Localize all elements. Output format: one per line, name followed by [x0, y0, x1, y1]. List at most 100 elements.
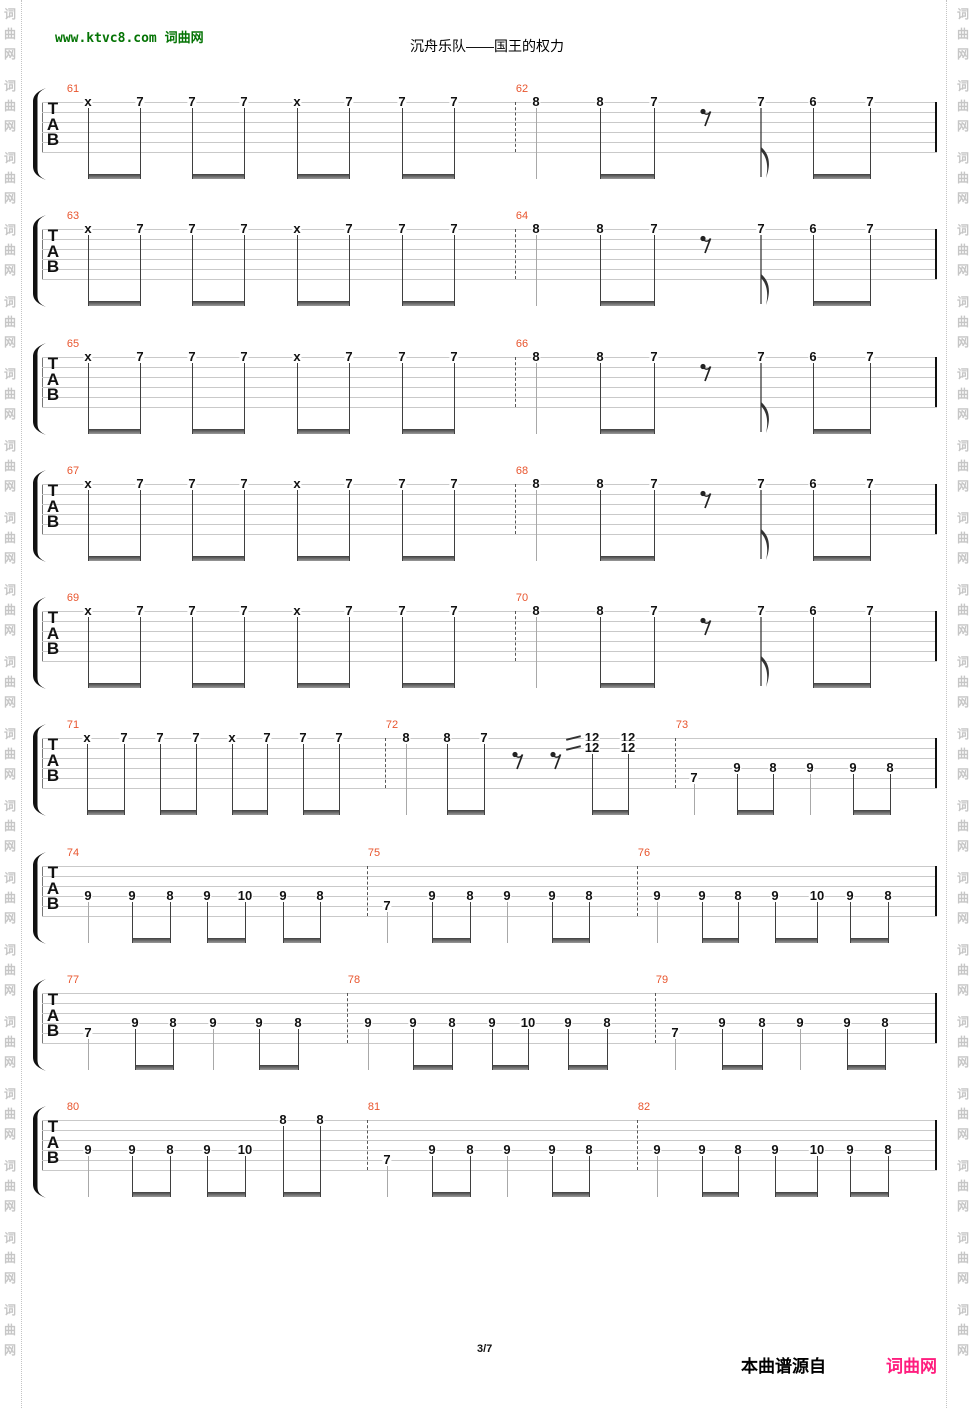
fret-number: 8 — [447, 1015, 457, 1030]
note-stem — [736, 773, 738, 815]
fret-number: 7 — [239, 94, 249, 109]
fret-number: 9 — [770, 1142, 780, 1157]
staff-start-line — [42, 611, 43, 661]
fret-number: 7 — [449, 349, 459, 364]
note-stem — [348, 234, 350, 306]
watermark-group: 词曲网 — [955, 292, 971, 352]
watermark-char: 词 — [956, 1303, 969, 1317]
watermark-char: 网 — [3, 191, 16, 205]
note-stem — [169, 1155, 171, 1197]
note-stem — [535, 107, 537, 179]
watermark-char: 词 — [3, 1303, 16, 1317]
fret-number: 7 — [239, 221, 249, 236]
staff-line — [42, 1033, 937, 1034]
fret-number: 7 — [382, 898, 392, 913]
watermark-char: 曲 — [956, 1035, 969, 1049]
end-barline — [935, 993, 937, 1043]
fret-number: 9 — [502, 1142, 512, 1157]
note-stem — [606, 1028, 608, 1070]
site-url-link[interactable]: www.ktvc8.com 词曲网 — [55, 31, 204, 46]
dead-note: x — [292, 221, 302, 236]
watermark-column-right: 词曲网词曲网词曲网词曲网词曲网词曲网词曲网词曲网词曲网词曲网词曲网词曲网词曲网词… — [955, 4, 971, 1372]
dead-note: x — [83, 221, 93, 236]
watermark-char: 网 — [956, 119, 969, 133]
note-stem — [431, 901, 433, 943]
fret-number: 7 — [449, 603, 459, 618]
note-stem — [401, 362, 403, 434]
measure-barline — [347, 993, 348, 1043]
note-stem — [348, 362, 350, 434]
watermark-char: 曲 — [956, 1179, 969, 1193]
staff-line — [42, 377, 937, 378]
fret-number: 9 — [363, 1015, 373, 1030]
watermark-char: 词 — [3, 295, 16, 309]
note-stem — [367, 1028, 369, 1070]
watermark-char: 词 — [956, 1087, 969, 1101]
watermark-char: 网 — [3, 767, 16, 781]
eighth-rest-icon — [512, 751, 524, 776]
note-stem — [139, 489, 141, 561]
fret-number: 9 — [427, 888, 437, 903]
staff-line — [42, 916, 937, 917]
watermark-char: 词 — [3, 7, 16, 21]
watermark-char: 网 — [3, 1343, 16, 1357]
fret-number: 8 — [885, 760, 895, 775]
fret-number: 7 — [670, 1025, 680, 1040]
fret-number: 8 — [883, 888, 893, 903]
staff-start-line — [42, 738, 43, 788]
watermark-char: 词 — [956, 1159, 969, 1173]
note-stem — [599, 234, 601, 306]
fret-number: 9 — [845, 888, 855, 903]
watermark-char: 曲 — [3, 387, 16, 401]
measure-number: 78 — [347, 974, 361, 986]
staff-line — [42, 1150, 937, 1151]
eighth-beam — [567, 1065, 608, 1070]
watermark-group: 词曲网 — [955, 1228, 971, 1288]
note-stem — [243, 107, 245, 179]
eighth-flag — [760, 233, 774, 314]
fret-number: 8 — [595, 94, 605, 109]
source-site-link[interactable]: 词曲网 — [886, 1357, 937, 1376]
measure-number: 63 — [66, 210, 80, 222]
fret-number: 10 — [236, 888, 254, 903]
staff-line — [42, 407, 937, 408]
eighth-beam — [282, 938, 321, 943]
note-stem — [693, 783, 695, 815]
note-stem — [446, 743, 448, 815]
note-stem — [87, 616, 89, 688]
watermark-char: 曲 — [956, 1251, 969, 1265]
dead-note: x — [83, 349, 93, 364]
note-stem — [849, 901, 851, 943]
watermark-char: 曲 — [3, 1035, 16, 1049]
fret-number: 8 — [278, 1112, 288, 1127]
watermark-char: 曲 — [956, 243, 969, 257]
watermark-char: 曲 — [3, 675, 16, 689]
staff-line — [42, 1120, 937, 1121]
eighth-rest-icon — [700, 490, 712, 515]
watermark-char: 曲 — [3, 27, 16, 41]
note-stem — [243, 616, 245, 688]
eighth-beam — [812, 301, 871, 306]
fret-number: 7 — [397, 349, 407, 364]
watermark-char: 曲 — [3, 99, 16, 113]
note-stem — [674, 1038, 676, 1070]
watermark-char: 曲 — [956, 819, 969, 833]
note-stem — [405, 743, 407, 815]
eighth-beam — [282, 1192, 321, 1197]
fret-number: 9 — [547, 1142, 557, 1157]
measure-barline — [515, 229, 516, 279]
eighth-beam — [296, 683, 350, 688]
note-stem — [535, 616, 537, 688]
eighth-beam — [701, 1192, 739, 1197]
watermark-group: 词曲网 — [2, 580, 18, 640]
fret-number: 7 — [382, 1152, 392, 1167]
fret-number: 7 — [239, 603, 249, 618]
note-stem — [401, 107, 403, 179]
note-stem — [296, 107, 298, 179]
watermark-char: 网 — [956, 623, 969, 637]
note-stem — [451, 1028, 453, 1070]
eighth-beam — [812, 174, 871, 179]
note-stem — [599, 107, 601, 179]
note-stem — [172, 1028, 174, 1070]
